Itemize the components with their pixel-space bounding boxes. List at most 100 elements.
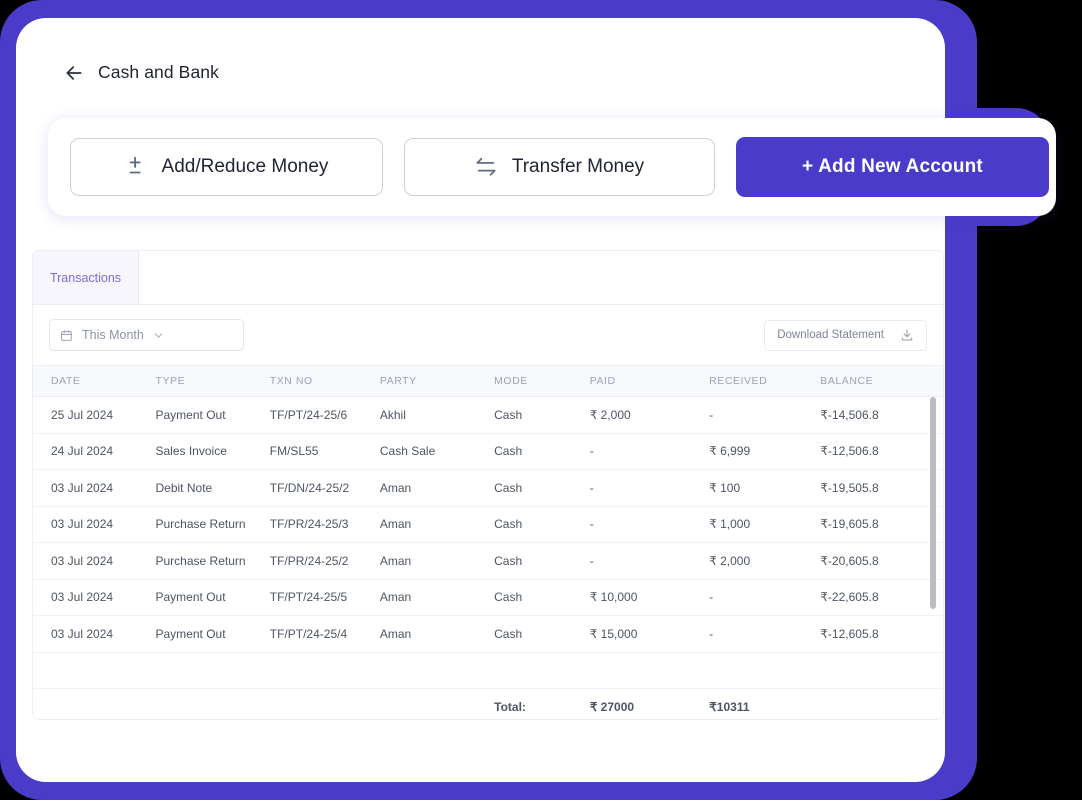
total-paid: ₹ 27000 <box>587 688 708 719</box>
table-row[interactable]: 03 Jul 2024 Purchase Return TF/PR/24-25/2 A… <box>33 542 943 580</box>
table-row[interactable]: 03 Jul 2024 Debit Note TF/DN/24-25/2 Aman Ca… <box>33 469 943 507</box>
column-header-balance: BALANCE <box>818 365 943 397</box>
cell-date: 03 Jul 2024 <box>33 469 154 507</box>
cell-mode: Cash <box>492 542 588 580</box>
add-reduce-money-button[interactable]: Add/Reduce Money <box>70 138 383 196</box>
cell-received: - <box>707 579 819 616</box>
cell-mode: Cash <box>492 506 588 543</box>
cell-txn-no: TF/PT/24-25/4 <box>267 615 378 653</box>
table-total-row: Total: ₹ 27000 ₹10311 <box>33 688 943 719</box>
table-head: DATE TYPE TXN NO PARTY MODE PAID RECEIVE… <box>33 365 943 397</box>
back-arrow-icon[interactable] <box>64 63 84 83</box>
table-header-row: DATE TYPE TXN NO PARTY MODE PAID RECEIVE… <box>33 365 943 397</box>
cell-txn-no: FM/SL55 <box>267 433 378 470</box>
cell-paid: ₹ 15,000 <box>587 615 708 653</box>
total-label: Total: <box>492 688 588 719</box>
column-header-type: TYPE <box>153 365 268 397</box>
cell-date: 03 Jul 2024 <box>33 506 154 543</box>
cell-balance: ₹-19,505.8 <box>818 469 943 507</box>
page-title: Cash and Bank <box>98 62 219 82</box>
cell-party: Aman <box>377 469 493 507</box>
plus-minus-icon <box>125 156 147 178</box>
cell-type: Purchase Return <box>153 506 268 543</box>
cell-txn-no: TF/PT/24-25/6 <box>267 396 378 434</box>
cell-date: 25 Jul 2024 <box>33 396 154 434</box>
transfer-money-button[interactable]: Transfer Money <box>404 138 715 196</box>
transactions-card: Transactions This Month Download Sta <box>32 250 944 720</box>
cell-type: Payment Out <box>153 396 268 434</box>
cell-paid: - <box>587 542 708 580</box>
cell-type: Payment Out <box>153 615 268 653</box>
table-row[interactable]: 03 Jul 2024 Purchase Return TF/PR/24-25/3 A… <box>33 506 943 543</box>
cell-txn-no: TF/DN/24-25/2 <box>267 469 378 507</box>
filter-bar: This Month Download Statement <box>33 305 943 365</box>
cell-balance: ₹-14,506.8 <box>818 396 943 434</box>
chevron-down-icon <box>153 330 164 341</box>
cell-party: Aman <box>377 579 493 616</box>
cell-mode: Cash <box>492 469 588 507</box>
add-new-account-button[interactable]: + Add New Account <box>736 137 1049 197</box>
cell-paid: - <box>587 506 708 543</box>
cell-party: Cash Sale <box>377 433 493 470</box>
table-body: 25 Jul 2024 Payment Out TF/PT/24-25/6 Akhil… <box>33 396 943 653</box>
cell-mode: Cash <box>492 433 588 470</box>
cell-party: Akhil <box>377 396 493 434</box>
add-reduce-money-label: Add/Reduce Money <box>161 156 329 177</box>
cell-received: ₹ 1,000 <box>707 506 819 543</box>
table-row[interactable]: 24 Jul 2024 Sales Invoice FM/SL55 Cash Sale… <box>33 433 943 470</box>
cell-balance: ₹-19,605.8 <box>818 506 943 543</box>
download-icon <box>900 328 914 342</box>
cell-received: - <box>707 615 819 653</box>
cell-txn-no: TF/PR/24-25/2 <box>267 542 378 580</box>
cell-mode: Cash <box>492 396 588 434</box>
table-spacer-row <box>33 652 943 689</box>
cell-txn-no: TF/PR/24-25/3 <box>267 506 378 543</box>
cell-received: ₹ 6,999 <box>707 433 819 470</box>
column-header-date: DATE <box>33 365 154 397</box>
cell-mode: Cash <box>492 615 588 653</box>
cell-received: ₹ 100 <box>707 469 819 507</box>
cell-type: Purchase Return <box>153 542 268 580</box>
cell-paid: ₹ 10,000 <box>587 579 708 616</box>
table-scrollbar-thumb[interactable] <box>930 397 936 609</box>
cell-paid: ₹ 2,000 <box>587 396 708 434</box>
transfer-arrows-icon <box>475 156 497 178</box>
cell-date: 03 Jul 2024 <box>33 579 154 616</box>
tab-transactions-label: Transactions <box>49 270 122 285</box>
tab-transactions[interactable]: Transactions <box>33 251 139 304</box>
cell-type: Payment Out <box>153 579 268 616</box>
download-statement-label: Download Statement <box>777 329 884 341</box>
page-header: Cash and Bank <box>64 62 219 83</box>
table-row[interactable]: 25 Jul 2024 Payment Out TF/PT/24-25/6 Akhil… <box>33 396 943 434</box>
column-header-mode: MODE <box>492 365 588 397</box>
cell-date: 03 Jul 2024 <box>33 542 154 580</box>
cell-mode: Cash <box>492 579 588 616</box>
cell-paid: - <box>587 469 708 507</box>
cell-balance: ₹-12,605.8 <box>818 615 943 653</box>
transfer-money-label: Transfer Money <box>511 156 645 177</box>
cell-balance: ₹-12,506.8 <box>818 433 943 470</box>
cell-paid: - <box>587 433 708 470</box>
cell-type: Sales Invoice <box>153 433 268 470</box>
cell-balance: ₹-20,605.8 <box>818 542 943 580</box>
calendar-icon <box>60 329 73 342</box>
cell-type: Debit Note <box>153 469 268 507</box>
date-range-select[interactable]: This Month <box>49 319 244 351</box>
column-header-txn-no: TXN NO <box>267 365 378 397</box>
tab-strip-filler <box>139 251 943 304</box>
tab-strip: Transactions <box>33 251 943 305</box>
cell-party: Aman <box>377 615 493 653</box>
action-button-card: Add/Reduce Money Transfer Money + Add Ne… <box>48 118 1056 216</box>
column-header-paid: PAID <box>587 365 708 397</box>
table-row[interactable]: 03 Jul 2024 Payment Out TF/PT/24-25/4 Aman C… <box>33 615 943 653</box>
column-header-received: RECEIVED <box>707 365 819 397</box>
table-row[interactable]: 03 Jul 2024 Payment Out TF/PT/24-25/5 Aman C… <box>33 579 943 616</box>
total-received: ₹10311 <box>707 688 819 719</box>
transactions-table: DATE TYPE TXN NO PARTY MODE PAID RECEIVE… <box>33 365 943 719</box>
cell-received: - <box>707 396 819 434</box>
cell-date: 03 Jul 2024 <box>33 615 154 653</box>
cell-party: Aman <box>377 506 493 543</box>
table-footer-body: Total: ₹ 27000 ₹10311 <box>33 652 943 719</box>
download-statement-button[interactable]: Download Statement <box>764 319 927 351</box>
cell-date: 24 Jul 2024 <box>33 433 154 470</box>
